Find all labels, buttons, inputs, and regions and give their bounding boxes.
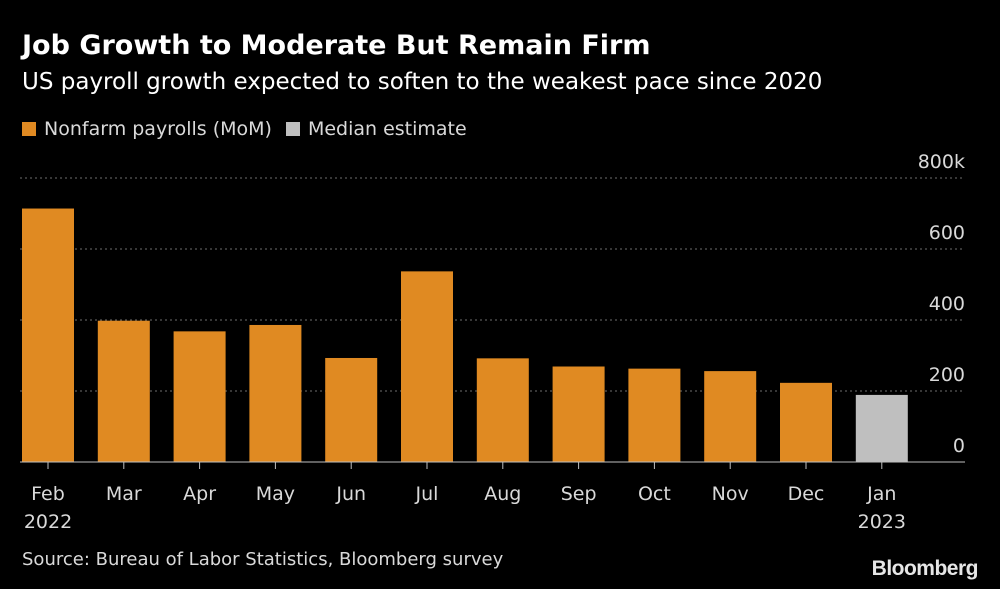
bar — [173, 331, 226, 462]
chart-title: Job Growth to Moderate But Remain Firm — [22, 30, 651, 61]
y-tick-label: 400 — [929, 293, 965, 315]
legend-label-estimate: Median estimate — [307, 118, 467, 140]
bloomberg-logo: Bloomberg — [871, 557, 979, 580]
legend-swatch-estimate — [285, 122, 300, 136]
bar — [401, 271, 453, 462]
chart-legend: Nonfarm payrolls (MoM) Median estimate — [22, 118, 471, 140]
bar — [249, 324, 302, 462]
x-tick-label: May — [256, 483, 295, 505]
bar — [97, 320, 150, 462]
bar — [552, 366, 605, 462]
legend-label-payrolls: Nonfarm payrolls (MoM) — [44, 118, 272, 140]
x-tick-label: Aug — [484, 483, 521, 505]
x-tick-sublabel: 2022 — [24, 511, 72, 533]
x-tick-label: Jan — [866, 483, 896, 505]
x-tick-label: Sep — [561, 483, 597, 505]
chart-subtitle: US payroll growth expected to soften to … — [22, 69, 823, 95]
bar — [325, 357, 378, 462]
y-tick-label: 800k — [918, 151, 965, 173]
source-note: Source: Bureau of Labor Statistics, Bloo… — [22, 549, 504, 570]
bar — [855, 394, 908, 462]
x-tick-label: Mar — [106, 483, 142, 505]
legend-item-payrolls: Nonfarm payrolls (MoM) — [22, 118, 272, 140]
x-tick-label: Jun — [335, 483, 366, 505]
x-tick-label: Jul — [415, 483, 439, 505]
bar — [476, 358, 529, 462]
x-tick-label: Nov — [712, 483, 749, 505]
y-tick-label: 600 — [929, 222, 965, 244]
x-tick-label: Oct — [638, 483, 671, 505]
x-tick-label: Apr — [183, 483, 216, 505]
y-tick-label: 200 — [929, 364, 965, 386]
x-tick-sublabel: 2023 — [858, 511, 906, 533]
x-tick-label: Dec — [788, 483, 825, 505]
legend-swatch-payrolls — [22, 122, 36, 136]
bar — [780, 382, 832, 462]
bar — [22, 208, 74, 462]
legend-item-estimate: Median estimate — [285, 118, 467, 140]
bar — [628, 368, 681, 462]
bar — [704, 371, 757, 462]
x-tick-label: Feb — [31, 483, 65, 505]
y-tick-label: 0 — [953, 435, 965, 457]
